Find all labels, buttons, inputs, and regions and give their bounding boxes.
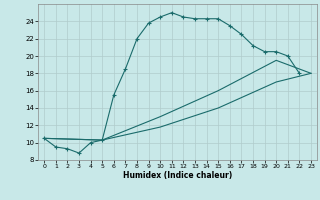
X-axis label: Humidex (Indice chaleur): Humidex (Indice chaleur): [123, 171, 232, 180]
